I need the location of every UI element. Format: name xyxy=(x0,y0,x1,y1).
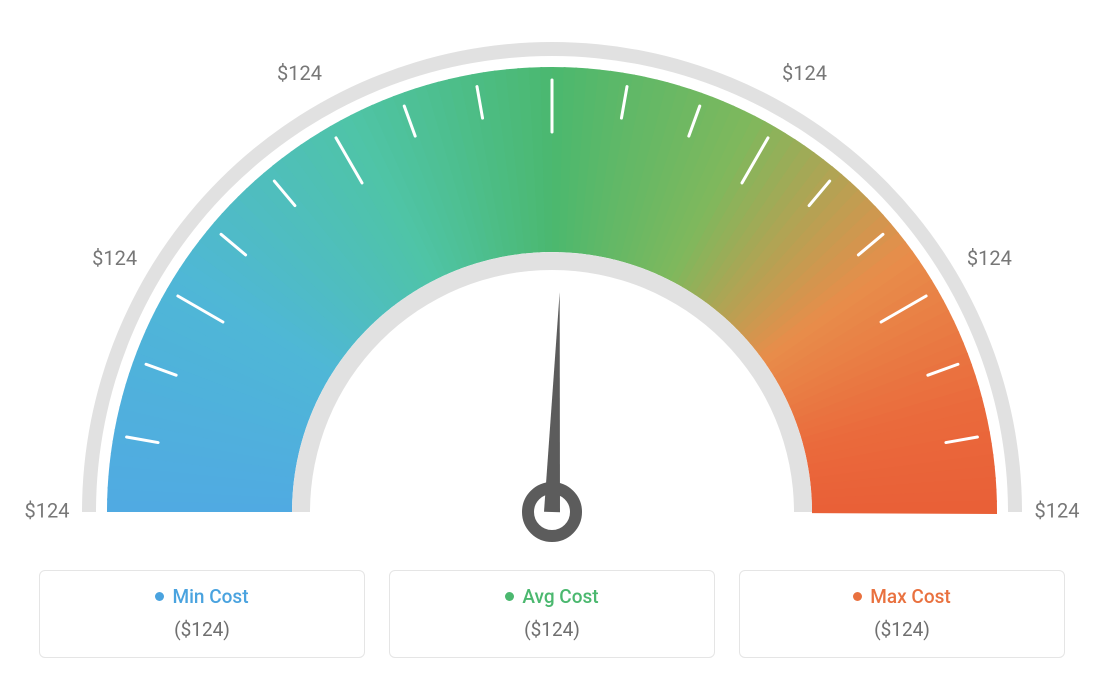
gauge-tick-label: $124 xyxy=(1035,498,1080,522)
legend-avg-value: ($124) xyxy=(390,618,714,641)
legend-min-value: ($124) xyxy=(40,618,364,641)
gauge-tick-label: $124 xyxy=(277,61,322,85)
gauge-svg: $124$124$124$124$124$124$124 xyxy=(22,22,1082,562)
legend-dot-min xyxy=(155,592,164,601)
legend-min-label: Min Cost xyxy=(172,585,248,608)
gauge-tick-label: $124 xyxy=(92,246,137,270)
legend-card-max: Max Cost ($124) xyxy=(739,570,1065,658)
legend-max-value: ($124) xyxy=(740,618,1064,641)
legend-label-row: Avg Cost xyxy=(390,585,714,608)
gauge-needle xyxy=(544,292,560,512)
legend-row: Min Cost ($124) Avg Cost ($124) Max Cost… xyxy=(39,570,1065,658)
legend-card-avg: Avg Cost ($124) xyxy=(389,570,715,658)
legend-label-row: Min Cost xyxy=(40,585,364,608)
gauge-chart: $124$124$124$124$124$124$124 xyxy=(22,22,1082,562)
legend-max-label: Max Cost xyxy=(870,585,950,608)
legend-dot-max xyxy=(853,592,862,601)
gauge-tick-label: $124 xyxy=(782,61,827,85)
gauge-tick-label: $124 xyxy=(967,246,1012,270)
gauge-tick-label: $124 xyxy=(25,498,70,522)
legend-card-min: Min Cost ($124) xyxy=(39,570,365,658)
legend-avg-label: Avg Cost xyxy=(522,585,598,608)
legend-dot-avg xyxy=(505,592,514,601)
legend-label-row: Max Cost xyxy=(740,585,1064,608)
